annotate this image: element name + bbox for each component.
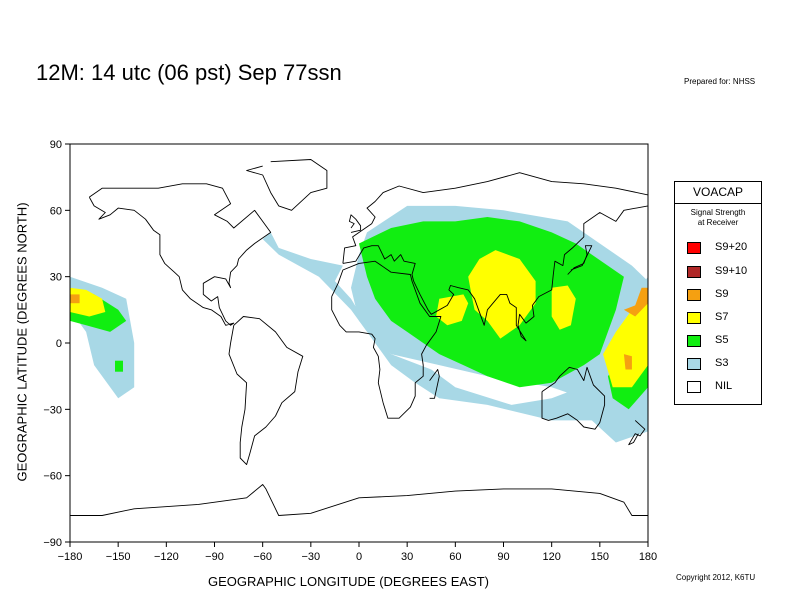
coastlines: [70, 159, 648, 516]
legend-subtitle-line2: at Receiver: [697, 218, 739, 227]
prepared-for-note: Prepared for: NHSS: [684, 77, 756, 86]
coastline-antarctica: [70, 484, 648, 516]
x-tick-label: 150: [591, 551, 609, 563]
x-tick-label: 0: [356, 551, 362, 563]
x-axis-label: GEOGRAPHIC LONGITUDE (DEGREES EAST): [208, 574, 489, 589]
signal-region-s9-12: [623, 287, 648, 317]
signal-region-s9-14: [70, 294, 80, 304]
y-tick-label: 0: [56, 338, 62, 350]
legend-label: S9+10: [715, 265, 748, 277]
coastline-new-zealand: [628, 420, 646, 446]
x-tick-label: 30: [401, 551, 413, 563]
coastline-australia: [541, 366, 606, 430]
x-tick-label: −150: [106, 551, 131, 563]
coastline-africa: [331, 260, 442, 419]
signal-region-s7-8: [436, 294, 469, 326]
coastline-japan: [567, 245, 593, 275]
x-tick-label: 180: [639, 551, 657, 563]
legend-label: S9+20: [715, 241, 748, 253]
legend-label: NIL: [715, 380, 733, 392]
legend-swatch: [687, 335, 701, 347]
coastline-uk: [348, 214, 362, 233]
y-tick-label: −30: [43, 404, 62, 416]
signal-region-s5-6: [115, 360, 123, 372]
legend-label: S5: [715, 334, 729, 346]
legend-swatch: [687, 242, 701, 254]
legend-swatch: [687, 289, 701, 301]
legend-label: S3: [715, 357, 729, 369]
copyright-note: Copyright 2012, K6TU: [676, 573, 756, 582]
legend-label: S7: [715, 311, 729, 323]
x-tick-label: −120: [154, 551, 179, 563]
y-tick-label: 30: [50, 272, 62, 284]
x-tick-label: 60: [449, 551, 461, 563]
x-tick-label: 120: [542, 551, 560, 563]
coastline-europe-asia: [342, 172, 648, 342]
signal-region-s9-13: [623, 354, 632, 370]
signal-regions: [70, 205, 648, 443]
signal-region-s7-9: [551, 285, 576, 330]
y-tick-label: 90: [50, 139, 62, 151]
y-axis-ticks: 90 60 30 0 −30 −60 −90: [43, 139, 70, 549]
signal-region-s3-0: [262, 232, 648, 443]
coastline-south-america: [228, 316, 304, 466]
legend-title: VOACAP: [675, 182, 761, 204]
x-tick-label: −60: [253, 551, 272, 563]
x-tick-label: −180: [58, 551, 83, 563]
y-tick-label: −90: [43, 537, 62, 549]
coastline-greenland: [246, 159, 328, 211]
x-tick-label: −30: [301, 551, 320, 563]
y-tick-label: 60: [50, 205, 62, 217]
x-axis-ticks: −180 −150 −120 −90 −60 −30 0 30 60 90 120 150 180: [58, 542, 657, 563]
legend-swatch: [687, 266, 701, 278]
coastline-madagascar: [429, 369, 440, 399]
legend-subtitle-line1: Signal Strength: [690, 208, 746, 217]
signal-legend: VOACAP Signal Strength at Receiver S9+20…: [674, 181, 762, 405]
legend-subtitle: Signal Strength at Receiver: [675, 208, 761, 228]
coastline-north-america: [88, 183, 272, 326]
legend-label: S9: [715, 288, 729, 300]
x-tick-label: 90: [497, 551, 509, 563]
legend-swatch: [687, 381, 701, 393]
legend-swatch: [687, 312, 701, 324]
map-title: 12M: 14 utc (06 pst) Sep 77ssn: [36, 60, 342, 85]
x-tick-label: −90: [205, 551, 224, 563]
legend-swatch: [687, 358, 701, 370]
y-tick-label: −60: [43, 471, 62, 483]
